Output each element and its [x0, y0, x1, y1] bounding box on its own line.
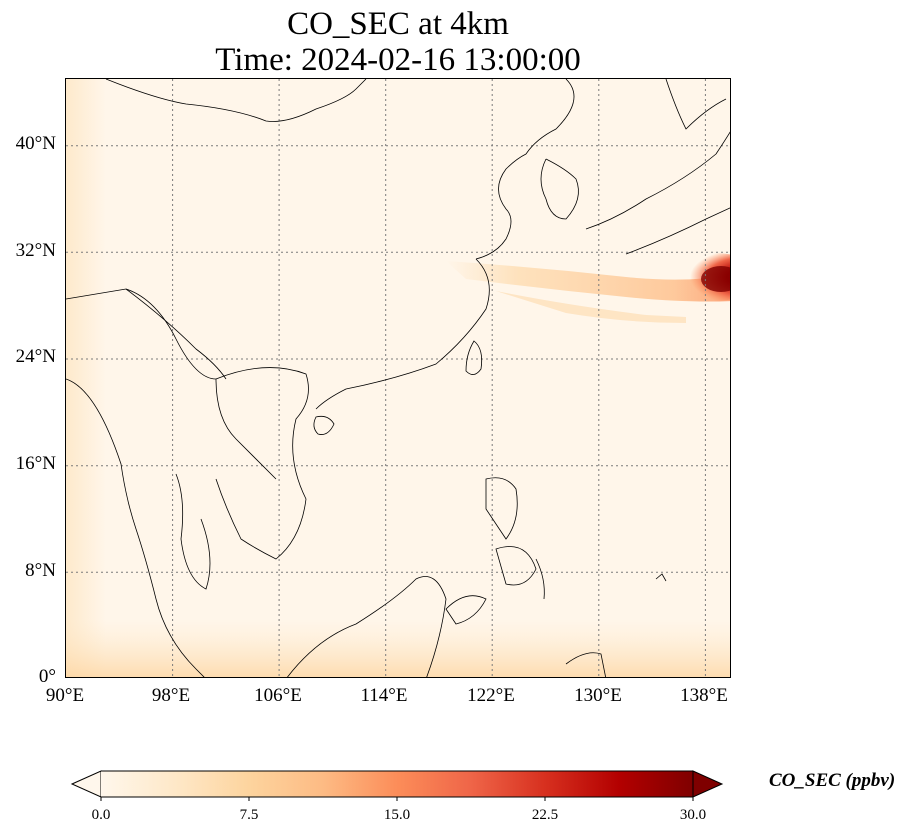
colorbar-tick-30: 30.0 [679, 807, 707, 823]
colorbar-tick-0: 0.0 [91, 807, 111, 823]
lon-tick-130E: 130°E [574, 685, 622, 706]
map-panel [65, 78, 731, 678]
colorbar-label: CO_SEC (ppbv) [769, 770, 896, 791]
lat-tick-0: 0° [38, 666, 56, 687]
concentration-field [66, 79, 730, 677]
gridlines [66, 79, 730, 677]
colorbar [70, 770, 724, 801]
map-subtitle-time: Time: 2024-02-16 13:00:00 [215, 42, 581, 78]
lat-tick-24N: 24°N [15, 346, 56, 367]
colorbar-extend-low [70, 770, 102, 798]
lon-tick-114E: 114°E [360, 685, 408, 706]
map-title: CO_SEC at 4km [287, 6, 509, 42]
lat-tick-16N: 16°N [15, 453, 56, 474]
map-svg [66, 79, 730, 677]
lat-tick-40N: 40°N [15, 133, 56, 154]
lat-tick-8N: 8°N [25, 560, 56, 581]
colorbar-tick-15: 15.0 [383, 807, 411, 823]
lon-tick-98E: 98°E [151, 685, 191, 706]
colorbar-tick-7-5: 7.5 [239, 807, 259, 823]
coastlines [66, 79, 730, 677]
colorbar-gradient [101, 771, 693, 797]
colorbar-extend-high [692, 770, 724, 798]
lon-tick-138E: 138°E [680, 685, 728, 706]
colorbar-tick-22-5: 22.5 [531, 807, 559, 823]
lon-tick-122E: 122°E [467, 685, 515, 706]
lat-tick-32N: 32°N [15, 240, 56, 261]
lon-tick-106E: 106°E [254, 685, 302, 706]
lon-tick-90E: 90°E [45, 685, 85, 706]
